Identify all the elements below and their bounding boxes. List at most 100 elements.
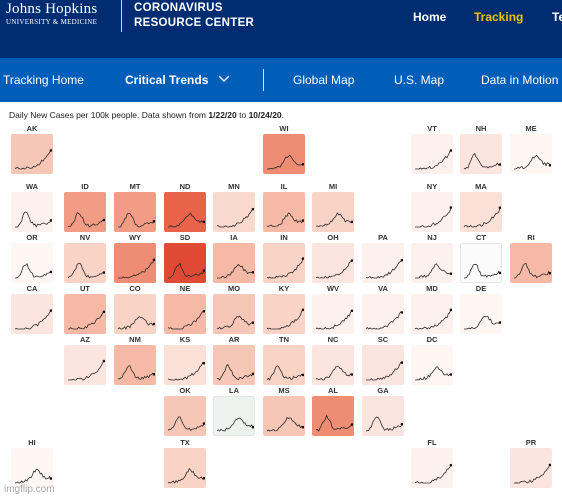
state-tile-ar[interactable]: AR [212, 335, 256, 388]
state-tile-ma[interactable]: MA [459, 182, 503, 235]
state-tile-hi[interactable]: HI [10, 438, 54, 491]
state-label: OK [179, 386, 191, 395]
subnav-data-in-motion[interactable]: Data in Motion [481, 73, 559, 87]
sparkline-endpoint [102, 359, 105, 363]
sparkline-endpoint [350, 220, 353, 224]
state-tile-oh[interactable]: OH [311, 233, 355, 286]
state-tile-co[interactable]: CO [113, 284, 157, 337]
state-tile-wv[interactable]: WV [311, 284, 355, 337]
sparkline-endpoint [202, 361, 205, 365]
state-tile-dc[interactable]: DC [410, 335, 454, 388]
trend-box [11, 448, 53, 488]
sparkline-path [415, 150, 452, 170]
sparkline-path [365, 311, 403, 330]
state-tile-mo[interactable]: MO [212, 284, 256, 337]
state-label: GA [377, 386, 389, 395]
state-tile-wy[interactable]: WY [113, 233, 157, 286]
state-tile-nj[interactable]: NJ [410, 233, 454, 286]
sparkline-icon [414, 463, 452, 484]
trend-box [114, 345, 156, 385]
state-tile-va[interactable]: VA [361, 284, 405, 337]
state-tile-ut[interactable]: UT [63, 284, 107, 337]
state-tile-il[interactable]: IL [262, 182, 306, 235]
sparkline-icon [415, 206, 452, 228]
state-tile-nd[interactable]: ND [163, 182, 207, 235]
site-header: Johns Hopkins UNIVERSITY & MEDICINE CORO… [0, 0, 562, 58]
sparkline-endpoint [301, 257, 304, 260]
trend-box [64, 243, 106, 283]
state-tile-ak[interactable]: AK [10, 124, 54, 177]
state-tile-mt[interactable]: MT [113, 182, 157, 235]
state-tile-in[interactable]: IN [262, 233, 306, 286]
sparkline-path [167, 416, 205, 432]
state-tile-nh[interactable]: NH [459, 124, 503, 177]
state-label: OH [327, 233, 339, 242]
state-label: ND [179, 182, 191, 191]
sparkline-icon [266, 212, 304, 227]
state-tile-ks[interactable]: KS [163, 335, 207, 388]
state-tile-pa[interactable]: PA [361, 233, 405, 286]
state-tile-nv[interactable]: NV [63, 233, 107, 286]
state-tile-nm[interactable]: NM [113, 335, 157, 388]
nav-home[interactable]: Home [413, 10, 447, 24]
trend-box [164, 192, 206, 232]
state-tile-sd[interactable]: SD [163, 233, 207, 286]
state-tile-ok[interactable]: OK [163, 386, 207, 439]
state-tile-fl[interactable]: FL [410, 438, 454, 491]
sparkline-icon [216, 207, 254, 228]
subnav-critical-trends[interactable]: Critical Trends [125, 73, 230, 87]
state-tile-ny[interactable]: NY [410, 182, 454, 235]
state-tile-sc[interactable]: SC [361, 335, 405, 388]
trend-box [263, 134, 305, 174]
state-label: TX [180, 438, 190, 447]
state-tile-nc[interactable]: NC [311, 335, 355, 388]
state-tile-vt[interactable]: VT [410, 124, 454, 177]
state-tile-tn[interactable]: TN [262, 335, 306, 388]
state-tile-al[interactable]: AL [311, 386, 355, 439]
subnav-global-map[interactable]: Global Map [293, 73, 355, 87]
sparkline-path [464, 316, 501, 330]
sparkline-endpoint [301, 373, 304, 377]
nav-tracking[interactable]: Tracking [474, 10, 524, 24]
sparkline-icon [117, 316, 155, 330]
state-tile-ga[interactable]: GA [361, 386, 405, 439]
state-tile-mn[interactable]: MN [212, 182, 256, 235]
sparkline-path [315, 414, 353, 432]
state-tile-ky[interactable]: KY [262, 284, 306, 337]
state-tile-mi[interactable]: MI [311, 182, 355, 235]
state-tile-az[interactable]: AZ [63, 335, 107, 388]
site-title[interactable]: CORONAVIRUS RESOURCE CENTER [134, 1, 254, 31]
state-tile-md[interactable]: MD [410, 284, 454, 337]
state-tile-tx[interactable]: TX [163, 438, 207, 491]
state-label: TN [279, 335, 289, 344]
trend-box [114, 243, 156, 283]
state-tile-ri[interactable]: RI [509, 233, 553, 286]
state-tile-wi[interactable]: WI [262, 124, 306, 177]
state-tile-ia[interactable]: IA [212, 233, 256, 286]
state-tile-or[interactable]: OR [10, 233, 54, 286]
state-tile-ct[interactable]: CT [459, 233, 503, 286]
state-label: AK [26, 124, 38, 133]
state-tile-pr[interactable]: PR [509, 438, 553, 491]
sparkline-path [463, 152, 501, 170]
state-tile-de[interactable]: DE [459, 284, 503, 337]
state-tile-wa[interactable]: WA [10, 182, 54, 235]
trend-box [312, 294, 354, 334]
state-tile-ne[interactable]: NE [163, 284, 207, 337]
sparkline-icon [68, 310, 105, 330]
subnav-tracking-home[interactable]: Tracking Home [3, 73, 84, 87]
state-tile-id[interactable]: ID [63, 182, 107, 235]
sparkline-icon [464, 263, 501, 279]
state-tile-me[interactable]: ME [509, 124, 553, 177]
state-tile-ms[interactable]: MS [262, 386, 306, 439]
sparkline-path [167, 467, 205, 484]
state-tile-ca[interactable]: CA [10, 284, 54, 337]
sparkline-icon [266, 365, 304, 381]
nav-testing[interactable]: Te [552, 10, 562, 24]
sparkline-path [267, 154, 304, 170]
trend-box [213, 345, 255, 385]
subnav-us-map[interactable]: U.S. Map [394, 73, 445, 87]
state-tile-la[interactable]: LA [212, 386, 256, 439]
state-label: MI [328, 182, 338, 191]
johns-hopkins-logo[interactable]: Johns Hopkins UNIVERSITY & MEDICINE [6, 1, 97, 26]
